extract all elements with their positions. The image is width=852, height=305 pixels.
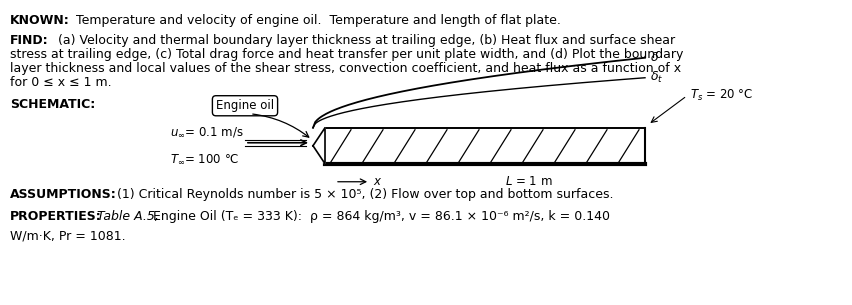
Bar	[325, 128, 644, 164]
Text: $u_\infty$= 0.1 m/s: $u_\infty$= 0.1 m/s	[170, 125, 244, 139]
Text: Table A.5,: Table A.5,	[93, 210, 158, 223]
Text: $T_s$ = 20 °C: $T_s$ = 20 °C	[689, 88, 752, 103]
Text: PROPERTIES:: PROPERTIES:	[10, 210, 101, 223]
Text: FIND:: FIND:	[10, 34, 49, 47]
Text: $L$ = 1 m: $L$ = 1 m	[504, 175, 552, 188]
Text: Temperature and velocity of engine oil.  Temperature and length of flat plate.: Temperature and velocity of engine oil. …	[68, 14, 561, 27]
Text: W/m·K, Pr = 1081.: W/m·K, Pr = 1081.	[10, 230, 125, 242]
Text: Engine Oil (Tₑ = 333 K):  ρ = 864 kg/m³, v = 86.1 × 10⁻⁶ m²/s, k = 0.140: Engine Oil (Tₑ = 333 K): ρ = 864 kg/m³, …	[149, 210, 609, 223]
Text: stress at trailing edge, (c) Total drag force and heat transfer per unit plate w: stress at trailing edge, (c) Total drag …	[10, 48, 682, 61]
Text: $\delta_t$: $\delta_t$	[649, 70, 663, 85]
Text: $\delta$: $\delta$	[649, 51, 659, 64]
Text: (1) Critical Reynolds number is 5 × 10⁵, (2) Flow over top and bottom surfaces.: (1) Critical Reynolds number is 5 × 10⁵,…	[109, 188, 613, 201]
Text: x: x	[372, 175, 379, 188]
Text: layer thickness and local values of the shear stress, convection coefficient, an: layer thickness and local values of the …	[10, 62, 681, 75]
Text: $T_\infty$= 100 °C: $T_\infty$= 100 °C	[170, 153, 239, 166]
Text: Engine oil: Engine oil	[216, 99, 273, 112]
Text: (a) Velocity and thermal boundary layer thickness at trailing edge, (b) Heat flu: (a) Velocity and thermal boundary layer …	[50, 34, 674, 47]
Text: for 0 ≤ x ≤ 1 m.: for 0 ≤ x ≤ 1 m.	[10, 76, 112, 89]
Text: SCHEMATIC:: SCHEMATIC:	[10, 98, 95, 111]
Text: KNOWN:: KNOWN:	[10, 14, 70, 27]
Polygon shape	[313, 128, 325, 164]
Text: ASSUMPTIONS:: ASSUMPTIONS:	[10, 188, 117, 201]
Polygon shape	[313, 128, 325, 164]
